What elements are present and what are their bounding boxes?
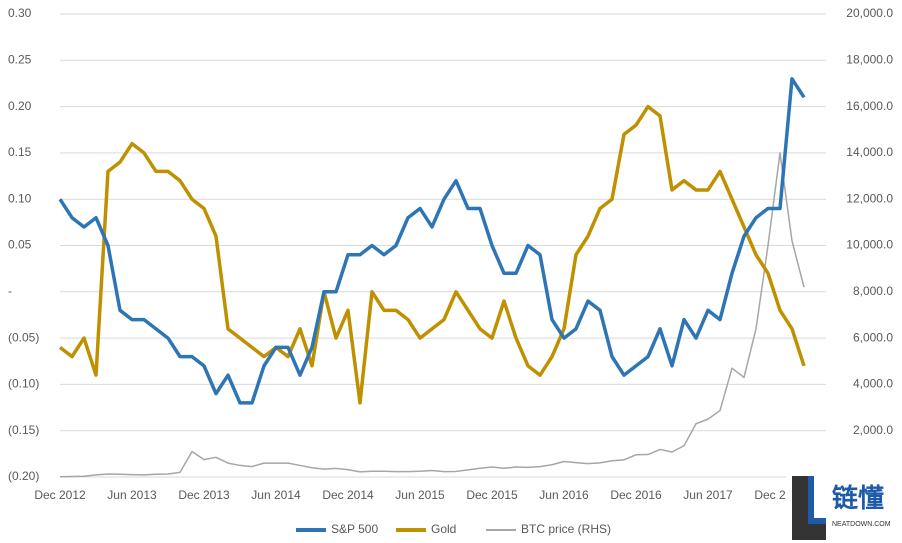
y-tick-label: (0.20) xyxy=(8,469,39,483)
y2-tick-label: 8,000.0 xyxy=(853,284,893,298)
x-tick-label: Dec 2014 xyxy=(322,488,374,502)
y-tick-label: 0.30 xyxy=(8,6,32,20)
y-tick-label: 0.20 xyxy=(8,99,32,113)
y2-tick-label: 10,000.0 xyxy=(846,238,893,252)
watermark: 链懂 NEATDOWN.COM xyxy=(786,474,902,543)
x-tick-label: Jun 2013 xyxy=(107,488,157,502)
y2-tick-label: 14,000.0 xyxy=(846,145,893,159)
y2-tick-label: 20,000.0 xyxy=(846,6,893,20)
x-tick-label: Jun 2015 xyxy=(395,488,445,502)
x-tick-label: Dec 2013 xyxy=(178,488,230,502)
x-tick-label: Jun 2017 xyxy=(683,488,733,502)
y-tick-label: 0.10 xyxy=(8,191,32,205)
x-tick-label: Dec 2012 xyxy=(34,488,86,502)
y2-tick-label: 16,000.0 xyxy=(846,99,893,113)
y-tick-label: 0.05 xyxy=(8,238,32,252)
watermark-logo-shade xyxy=(808,476,826,524)
legend-label: Gold xyxy=(431,522,456,536)
series-line xyxy=(59,152,805,478)
y-tick-label: - xyxy=(8,284,12,298)
x-tick-label: Jun 2014 xyxy=(251,488,301,502)
watermark-brand: 链懂 xyxy=(832,483,884,513)
y-tick-label: (0.05) xyxy=(8,330,39,344)
y-tick-label: 0.25 xyxy=(8,52,32,66)
y2-tick-label: 12,000.0 xyxy=(846,191,893,205)
y2-tick-label: 18,000.0 xyxy=(846,52,893,66)
series-line xyxy=(58,104,806,405)
y-tick-label: (0.15) xyxy=(8,423,39,437)
y-tick-label: 0.15 xyxy=(8,145,32,159)
y2-tick-label: 4,000.0 xyxy=(853,377,893,391)
x-tick-label: Dec 2016 xyxy=(610,488,662,502)
y-tick-label: (0.10) xyxy=(8,377,39,391)
legend-label: BTC price (RHS) xyxy=(521,522,611,536)
series-line xyxy=(58,77,806,405)
watermark-site: NEATDOWN.COM xyxy=(832,521,891,528)
y2-tick-label: 2,000.0 xyxy=(853,423,893,437)
y2-tick-label: 6,000.0 xyxy=(853,330,893,344)
x-tick-label: Dec 2015 xyxy=(466,488,518,502)
legend-label: S&P 500 xyxy=(331,522,378,536)
x-tick-label: Jun 2016 xyxy=(539,488,589,502)
